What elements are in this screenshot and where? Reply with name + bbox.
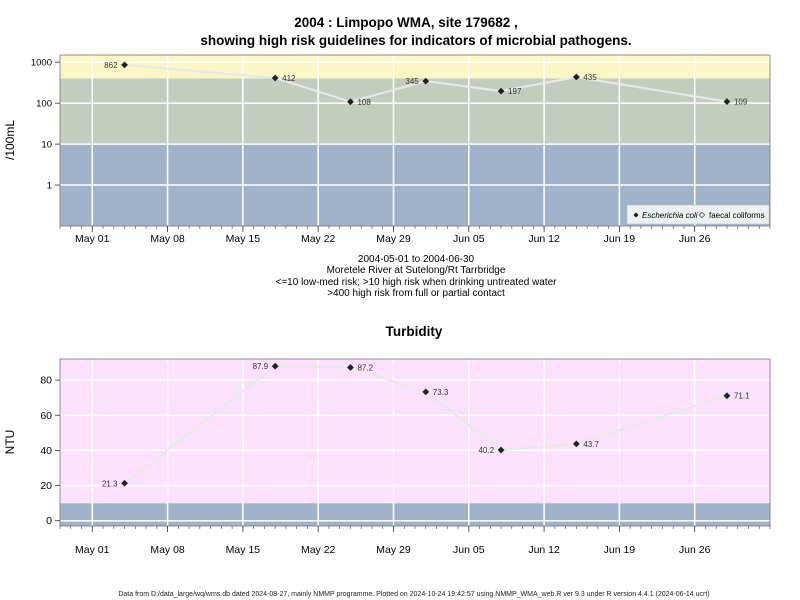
turbidity-panel: May 01 May 08 May 15 May 22 May 29 Jun 05 Jun … [3, 358, 771, 556]
chart-title-line2: showing high risk guidelines for indicat… [200, 33, 631, 48]
data-point [572, 440, 580, 448]
subtitle-site: Moretele River at Sutelong/Rt Tarrbridge [327, 265, 506, 276]
x-tick-label: Jun 12 [528, 544, 560, 556]
data-label: 43.7 [583, 440, 599, 449]
data-label: 435 [583, 73, 597, 82]
data-point [723, 392, 731, 400]
y-tick-label: 1000 [31, 58, 52, 69]
footer-note: Data from D:/data_large/wq/wms.db dated … [118, 591, 709, 598]
data-label: 197 [508, 87, 522, 96]
x-tick-label: Jun 12 [528, 233, 560, 245]
data-point [572, 73, 580, 81]
x-tick-label: May 22 [301, 233, 336, 245]
y-tick-label: 100 [36, 99, 52, 110]
data-label: 109 [734, 98, 748, 107]
data-point [347, 364, 354, 371]
data-point [422, 388, 430, 396]
data-point [723, 98, 731, 106]
legend-label-ecoli: Escherichia coli [642, 211, 698, 220]
data-label: 862 [104, 61, 118, 70]
x-tick-label: Jun 05 [453, 233, 485, 245]
legend-marker-faecal [698, 211, 706, 219]
data-label: 412 [282, 74, 296, 83]
x-tick-label: May 15 [226, 233, 261, 245]
turbidity-title: Turbidity [386, 324, 443, 339]
y-tick-label: 60 [40, 410, 52, 422]
x-tick-label: Jun 05 [453, 544, 485, 556]
data-label: 21.3 [102, 479, 118, 488]
risk-band-1 [60, 359, 770, 504]
data-label: 40.2 [478, 446, 494, 455]
x-tick-label: May 22 [301, 544, 336, 556]
data-label: 87.9 [253, 362, 269, 371]
x-tick-label: Jun 26 [679, 544, 711, 556]
data-point [121, 61, 128, 69]
x-tick-label: May 29 [376, 544, 411, 556]
x-tick-label: May 29 [376, 233, 411, 245]
y-axis-label: /100mL [3, 120, 17, 160]
data-label: 71.1 [734, 392, 750, 401]
data-point [271, 74, 279, 82]
data-label: 73.3 [433, 388, 449, 397]
legend-box [626, 204, 770, 225]
y-tick-label: 20 [40, 480, 52, 492]
x-tick-label: May 08 [150, 233, 185, 245]
risk-band-2 [60, 55, 770, 79]
x-tick-label: May 01 [75, 233, 110, 245]
x-tick-label: Jun 19 [604, 544, 636, 556]
subtitle-guideline-drinking: <=10 low-med risk; >10 high risk when dr… [276, 277, 558, 288]
data-label: 108 [357, 98, 371, 107]
data-point [271, 362, 279, 370]
y-tick-label: 80 [40, 375, 52, 387]
y-tick-label: 0 [46, 515, 52, 527]
subtitle-date-range: 2004-05-01 to 2004-06-30 [358, 254, 475, 265]
data-point [497, 446, 505, 454]
data-point [121, 479, 128, 487]
x-tick-label: May 01 [75, 544, 110, 556]
data-label: 87.2 [357, 363, 373, 372]
ecoli-panel: May 01 May 08 May 15 May 22 May 29 Jun 05 Jun … [3, 54, 771, 245]
legend-marker-ecoli [633, 212, 639, 218]
subtitle-guideline-contact: >400 high risk from full or partial cont… [327, 288, 505, 299]
x-tick-label: Jun 19 [604, 233, 636, 245]
x-tick-label: May 08 [150, 544, 185, 556]
data-point [422, 77, 430, 85]
data-point [497, 87, 505, 95]
risk-band-0 [60, 503, 770, 526]
x-tick-label: May 15 [226, 544, 261, 556]
data-point [347, 98, 354, 106]
y-axis-label: NTU [3, 430, 17, 455]
y-tick-label: 40 [40, 445, 52, 457]
data-label: 345 [405, 77, 419, 86]
x-tick-label: Jun 26 [679, 233, 711, 245]
y-tick-label: 10 [41, 140, 52, 151]
risk-band-1 [60, 78, 770, 145]
legend-label-faecal: faecal coliforms [709, 211, 765, 220]
chart-title-line1: 2004 : Limpopo WMA, site 179682 , [294, 15, 518, 30]
y-tick-label: 1 [47, 181, 52, 192]
